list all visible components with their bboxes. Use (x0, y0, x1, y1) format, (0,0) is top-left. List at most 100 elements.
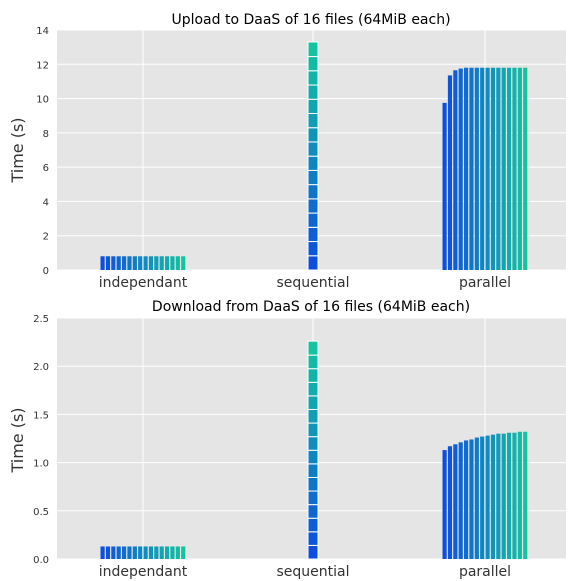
bar-segment (307, 141, 319, 157)
bar (485, 67, 490, 270)
bar (170, 256, 175, 270)
bar (501, 433, 506, 559)
bar (122, 256, 127, 270)
y-tick-label: 2 (43, 232, 49, 243)
bar (159, 546, 164, 559)
bar (464, 67, 469, 270)
bar-segment (307, 70, 319, 86)
bar (474, 67, 479, 270)
bar (507, 432, 512, 559)
bar (175, 546, 180, 559)
bar (111, 546, 116, 559)
bar-segment (307, 476, 319, 492)
y-tick-label: 2.5 (33, 314, 49, 325)
bar (469, 439, 474, 559)
bar (442, 450, 447, 559)
bar-segment (307, 354, 319, 370)
bar-segment (307, 41, 319, 58)
y-tick-label: 0.0 (33, 555, 49, 566)
upload-chart: Upload to DaaS of 16 files (64MiB each) … (8, 12, 566, 291)
bar-segment (307, 490, 319, 506)
bar (159, 256, 164, 270)
bar-segment (307, 422, 319, 438)
bar (116, 256, 121, 270)
x-tick-label: parallel (459, 275, 511, 291)
download-chart: Download from DaaS of 16 files (64MiB ea… (8, 299, 566, 580)
x-tick-label: sequential (276, 275, 349, 291)
bar-segment (307, 255, 319, 271)
bar-segment (307, 241, 319, 257)
bar (175, 256, 180, 270)
y-tick-label: 6 (43, 163, 49, 174)
x-tick-label: parallel (459, 564, 511, 580)
bar-segment (307, 436, 319, 451)
bar-segment (307, 517, 319, 533)
bar (148, 256, 154, 270)
y-tick-label: 1.5 (33, 410, 49, 421)
bar (143, 546, 148, 559)
bar (105, 256, 111, 270)
bar (523, 67, 528, 270)
bar-segment (307, 531, 319, 546)
bar (517, 431, 522, 559)
y-tick-label: 0.5 (33, 507, 49, 518)
bar-segment (307, 127, 319, 143)
bar (165, 546, 170, 559)
bar (127, 546, 132, 559)
y-tick-label: 1.0 (33, 459, 49, 470)
bar (447, 75, 453, 270)
bar (523, 431, 528, 559)
bar-segment (307, 449, 319, 465)
bar (138, 256, 143, 270)
bar-segment (307, 112, 319, 129)
bar (181, 256, 186, 270)
bar (453, 444, 458, 559)
bar-segment (307, 56, 319, 72)
bar (127, 256, 132, 270)
bar (100, 256, 105, 270)
x-tick-label: sequential (276, 564, 349, 580)
y-tick-label: 8 (43, 129, 49, 140)
bar-segment (307, 184, 319, 200)
bar-segment (307, 98, 319, 114)
bar-segment (307, 504, 319, 519)
upload-chart-title: Upload to DaaS of 16 files (64MiB each) (171, 12, 450, 28)
y-tick-label: 12 (36, 60, 49, 71)
download-chart-title: Download from DaaS of 16 files (64MiB ea… (152, 299, 470, 315)
bar (165, 256, 170, 270)
bar (154, 546, 159, 559)
download-y-axis-label: Time (s) (8, 407, 27, 473)
bar-segment (307, 381, 319, 397)
bar-segment (307, 395, 319, 410)
bar (447, 446, 453, 559)
bar (464, 440, 469, 559)
bar (148, 546, 154, 559)
bar (111, 256, 116, 270)
bar-segment (307, 155, 319, 171)
bar (512, 432, 517, 559)
bar (170, 546, 175, 559)
bar (480, 67, 485, 270)
bar (480, 436, 485, 559)
bar (132, 546, 137, 559)
x-tick-label: independant (99, 564, 188, 580)
y-tick-label: 0 (43, 266, 49, 277)
bar (501, 67, 506, 270)
bar-segment (307, 169, 319, 186)
bar (143, 256, 148, 270)
y-tick-label: 14 (36, 26, 49, 37)
bar (496, 433, 501, 559)
bar (490, 67, 496, 270)
bar (512, 67, 517, 270)
bar-segment (307, 340, 319, 356)
bar-segment (307, 368, 319, 383)
bar (474, 437, 479, 559)
bar-segment (307, 212, 319, 228)
bar (181, 546, 186, 559)
bar (490, 434, 496, 559)
bar (122, 546, 127, 559)
y-tick-label: 4 (43, 197, 49, 208)
bar-segment (307, 226, 319, 243)
bar (485, 435, 490, 559)
